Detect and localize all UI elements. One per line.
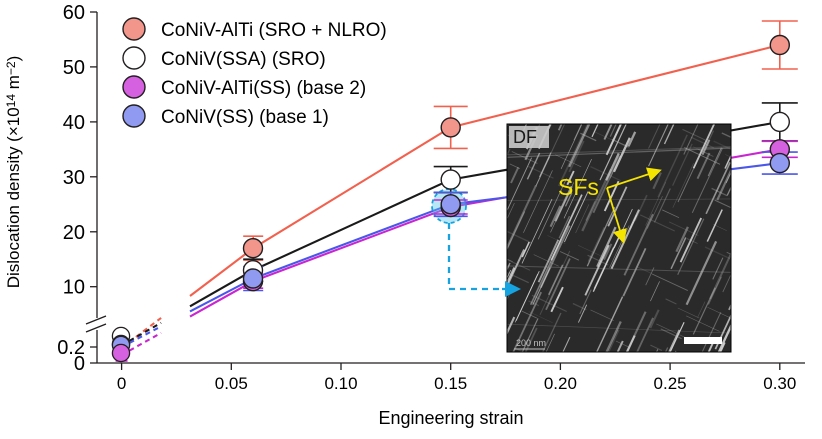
svg-text:DF: DF — [513, 127, 537, 147]
svg-text:0.30: 0.30 — [763, 374, 796, 393]
svg-text:CoNiV-AlTi(SS) (base 2): CoNiV-AlTi(SS) (base 2) — [161, 78, 366, 99]
svg-text:0.25: 0.25 — [654, 374, 687, 393]
svg-text:20: 20 — [63, 222, 85, 244]
svg-text:CoNiV(SS) (base 1): CoNiV(SS) (base 1) — [161, 107, 329, 128]
svg-text:0.20: 0.20 — [544, 374, 577, 393]
svg-text:Dislocation density (×1014 m−2: Dislocation density (×1014 m−2) — [4, 56, 23, 289]
svg-text:CoNiV-AlTi (SRO + NLRO): CoNiV-AlTi (SRO + NLRO) — [161, 20, 387, 41]
svg-text:0: 0 — [74, 353, 85, 375]
svg-text:Engineering strain: Engineering strain — [378, 408, 523, 428]
svg-text:200 nm: 200 nm — [516, 338, 546, 348]
svg-text:0: 0 — [117, 374, 126, 393]
svg-text:0.10: 0.10 — [324, 374, 357, 393]
svg-text:50: 50 — [63, 57, 85, 79]
svg-text:CoNiV(SSA) (SRO): CoNiV(SSA) (SRO) — [161, 49, 326, 70]
svg-text:0.05: 0.05 — [215, 374, 248, 393]
svg-text:60: 60 — [63, 2, 85, 24]
svg-text:30: 30 — [63, 167, 85, 189]
svg-text:SFs: SFs — [558, 174, 599, 200]
svg-text:10: 10 — [63, 277, 85, 299]
svg-text:40: 40 — [63, 112, 85, 134]
svg-text:0.15: 0.15 — [434, 374, 467, 393]
